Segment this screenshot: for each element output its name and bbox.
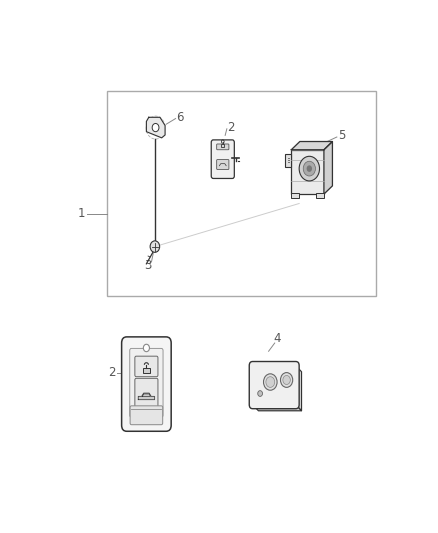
Circle shape — [258, 391, 262, 397]
Text: 2: 2 — [227, 121, 235, 134]
Polygon shape — [142, 394, 151, 397]
Circle shape — [264, 374, 277, 390]
FancyBboxPatch shape — [130, 406, 162, 425]
Polygon shape — [253, 405, 301, 411]
Circle shape — [266, 377, 275, 387]
Polygon shape — [138, 393, 155, 400]
FancyBboxPatch shape — [217, 159, 229, 169]
Bar — [143, 368, 150, 374]
Circle shape — [283, 375, 290, 384]
Circle shape — [280, 373, 293, 387]
Bar — [291, 193, 299, 198]
FancyBboxPatch shape — [135, 356, 158, 377]
FancyBboxPatch shape — [130, 349, 163, 417]
FancyBboxPatch shape — [122, 337, 171, 431]
Text: 1: 1 — [78, 207, 86, 220]
Polygon shape — [146, 117, 165, 138]
FancyBboxPatch shape — [211, 140, 234, 179]
Bar — [285, 154, 291, 166]
Polygon shape — [324, 142, 332, 194]
Bar — [107, 91, 375, 296]
Bar — [221, 144, 224, 147]
Text: 6: 6 — [177, 111, 184, 124]
Circle shape — [143, 344, 149, 352]
Polygon shape — [296, 366, 301, 411]
Text: 4: 4 — [273, 333, 281, 345]
FancyBboxPatch shape — [249, 361, 299, 409]
Circle shape — [307, 165, 312, 172]
Bar — [317, 193, 324, 198]
FancyBboxPatch shape — [135, 378, 158, 410]
Text: 2: 2 — [108, 366, 116, 379]
FancyBboxPatch shape — [217, 144, 229, 150]
Polygon shape — [291, 142, 332, 150]
Circle shape — [150, 241, 159, 252]
Text: 5: 5 — [338, 130, 345, 142]
Circle shape — [152, 124, 159, 132]
Circle shape — [303, 161, 315, 176]
Text: 3: 3 — [145, 259, 152, 271]
Circle shape — [299, 156, 319, 181]
Bar — [291, 150, 324, 194]
